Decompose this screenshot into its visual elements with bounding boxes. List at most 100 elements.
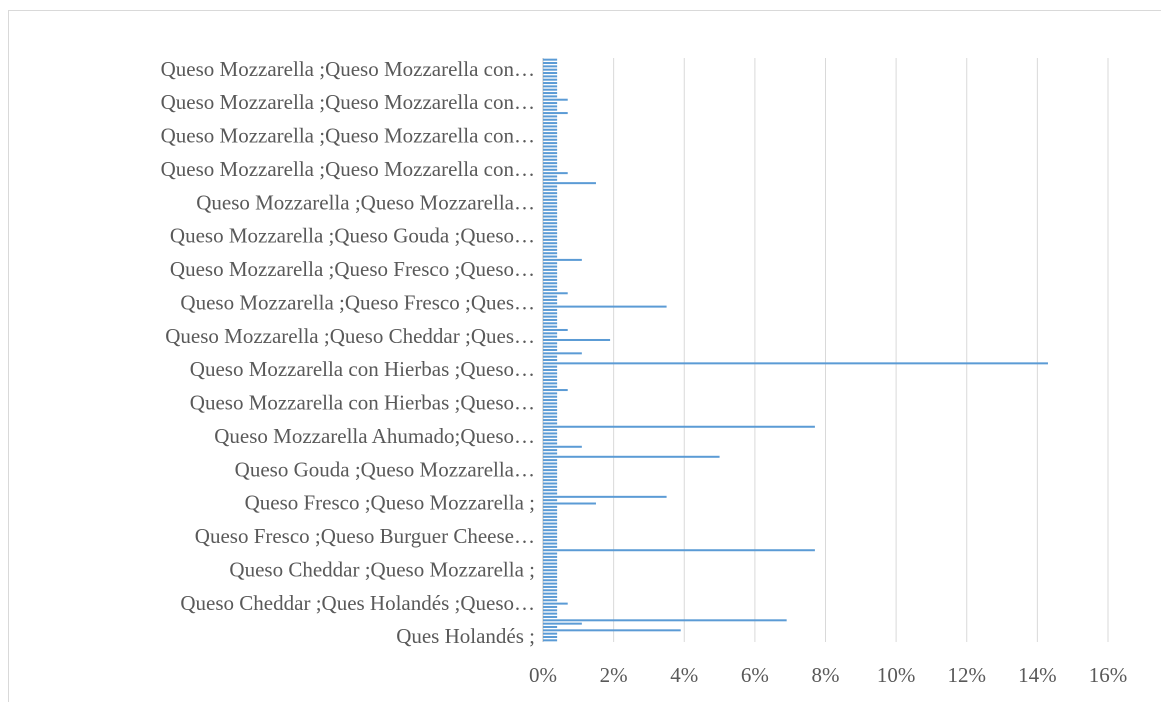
bar xyxy=(543,115,558,118)
bar xyxy=(543,112,568,115)
bar xyxy=(543,62,558,65)
y-tick-label: Queso Mozzarella ;Queso Gouda ;Queso… xyxy=(170,224,535,248)
bar xyxy=(543,158,558,161)
bar xyxy=(543,635,558,638)
bar xyxy=(543,362,1048,365)
bar xyxy=(543,639,558,642)
bar xyxy=(543,335,558,338)
bar xyxy=(543,262,558,265)
bar xyxy=(543,212,558,215)
bar xyxy=(543,472,558,475)
bar xyxy=(543,118,558,121)
bar xyxy=(543,429,558,432)
bar xyxy=(543,155,558,158)
bar xyxy=(543,369,558,372)
bar xyxy=(543,555,558,558)
bar xyxy=(543,325,558,328)
bar xyxy=(543,585,558,588)
bar xyxy=(543,205,558,208)
bar xyxy=(543,175,558,178)
bar xyxy=(543,235,558,238)
bar xyxy=(543,338,611,341)
bar xyxy=(543,382,558,385)
bar xyxy=(543,152,558,155)
x-tick-label: 10% xyxy=(877,663,916,687)
bar xyxy=(543,385,558,388)
chart-border xyxy=(8,10,1161,702)
x-tick-label: 12% xyxy=(948,663,987,687)
bar xyxy=(543,575,558,578)
bar xyxy=(543,395,558,398)
bar xyxy=(543,322,558,325)
x-tick-label: 8% xyxy=(812,663,840,687)
bar xyxy=(543,525,558,528)
bar xyxy=(543,539,558,542)
bar xyxy=(543,265,558,268)
bar xyxy=(543,245,558,248)
bar xyxy=(543,415,558,418)
bar xyxy=(543,172,568,175)
bar xyxy=(543,232,558,235)
bar xyxy=(543,138,558,141)
y-tick-label: Queso Mozzarella ;Queso Fresco ;Ques… xyxy=(180,290,535,314)
y-tick-label: Queso Mozzarella ;Queso Mozzarella con… xyxy=(161,124,535,148)
bar xyxy=(543,242,558,245)
bar xyxy=(543,215,558,218)
bar xyxy=(543,465,558,468)
bar xyxy=(543,98,568,101)
bar xyxy=(543,82,558,85)
bar xyxy=(543,605,558,608)
y-tick-label: Queso Mozzarella ;Queso Mozzarella… xyxy=(196,190,535,214)
bar xyxy=(543,565,558,568)
bar xyxy=(543,419,558,422)
x-tick-label: 16% xyxy=(1089,663,1128,687)
bar xyxy=(543,365,558,368)
bar xyxy=(543,439,558,442)
bar xyxy=(543,582,558,585)
bar xyxy=(543,505,558,508)
bar xyxy=(543,595,558,598)
x-tick-label: 14% xyxy=(1018,663,1057,687)
bar xyxy=(543,128,558,131)
bar xyxy=(543,192,558,195)
bar xyxy=(543,535,558,538)
bar xyxy=(543,609,558,612)
bar xyxy=(543,375,558,378)
x-tick-label: 6% xyxy=(741,663,769,687)
bar xyxy=(543,68,558,71)
bar xyxy=(543,512,558,515)
bar xyxy=(543,188,558,191)
bar xyxy=(543,92,558,95)
y-tick-label: Queso Mozzarella ;Queso Cheddar ;Ques… xyxy=(165,324,535,348)
bar xyxy=(543,122,558,125)
bar xyxy=(543,78,558,81)
bar xyxy=(543,552,558,555)
bar xyxy=(543,165,558,168)
bar xyxy=(543,298,558,301)
bar xyxy=(543,469,558,472)
bar xyxy=(543,182,596,185)
bar xyxy=(543,125,558,128)
bar xyxy=(543,352,582,355)
bar xyxy=(543,372,558,375)
bar xyxy=(543,489,558,492)
bar xyxy=(543,102,558,105)
bar xyxy=(543,432,558,435)
bar xyxy=(543,198,558,201)
bar xyxy=(543,88,558,91)
x-tick-label: 0% xyxy=(529,663,557,687)
bar xyxy=(543,258,582,261)
bar xyxy=(543,202,558,205)
bar xyxy=(543,502,596,505)
bar xyxy=(543,492,558,495)
bar xyxy=(543,485,558,488)
bar xyxy=(543,625,558,628)
bar xyxy=(543,452,558,455)
bar xyxy=(543,615,558,618)
bar xyxy=(543,405,558,408)
bar xyxy=(543,278,558,281)
bar xyxy=(543,402,558,405)
bar xyxy=(543,218,558,221)
